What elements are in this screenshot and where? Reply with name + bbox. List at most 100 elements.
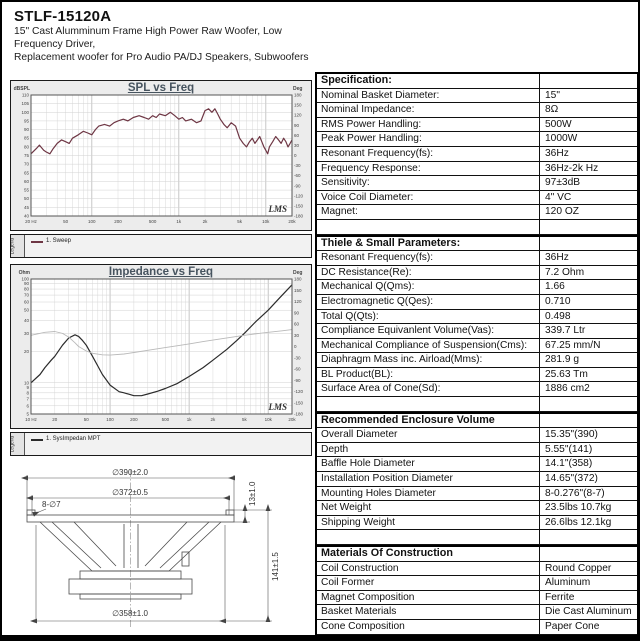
spec-label: Magnet Composition xyxy=(317,590,540,605)
svg-text:150: 150 xyxy=(294,288,302,293)
spl-legend-strip: Legend 1. Sweep xyxy=(10,234,312,258)
spec-label: Recommended Enclosure Volume xyxy=(317,413,540,428)
svg-text:90: 90 xyxy=(294,310,300,315)
spec-value: 1.66 xyxy=(545,281,565,293)
spec-row: Mechanical Compliance of Suspension(Cms)… xyxy=(317,338,637,354)
svg-text:Ohm: Ohm xyxy=(19,270,31,276)
spec-section-header-row: Materials Of Construction xyxy=(317,545,637,562)
dim-flange-height: 13±1.0 xyxy=(248,481,257,506)
svg-text:90: 90 xyxy=(24,127,30,132)
spec-row: Resonant Frequency(fs): 36Hz xyxy=(317,146,637,162)
spec-row: Net Weight 23.5lbs 10.7kg xyxy=(317,501,637,516)
spec-label: Voice Coil Diameter: xyxy=(317,190,540,205)
svg-text:90: 90 xyxy=(294,123,300,128)
spec-value: 1886 cm2 xyxy=(545,383,590,395)
spec-row: Coil Construction Round Copper xyxy=(317,561,637,577)
svg-text:30: 30 xyxy=(294,143,300,148)
spec-value: 26.6lbs 12.1kg xyxy=(545,516,612,528)
spec-row: Magnet Composition Ferrite xyxy=(317,590,637,606)
svg-text:100: 100 xyxy=(88,219,96,224)
svg-text:-60: -60 xyxy=(294,173,301,178)
spec-row: DC Resistance(Re): 7.2 Ohm xyxy=(317,265,637,281)
svg-text:80: 80 xyxy=(24,144,30,149)
svg-text:10 Hz: 10 Hz xyxy=(25,417,38,422)
svg-text:45: 45 xyxy=(24,205,30,210)
spec-label: Basket Materials xyxy=(317,605,540,619)
spec-row: Installation Position Diameter 14.65"(372… xyxy=(317,472,637,487)
svg-text:70: 70 xyxy=(24,162,30,167)
spec-label: Specification: xyxy=(317,74,540,88)
svg-text:20: 20 xyxy=(52,417,58,422)
spec-value: 8Ω xyxy=(545,104,559,116)
svg-text:1k: 1k xyxy=(176,219,182,224)
svg-text:8: 8 xyxy=(26,390,29,395)
svg-text:75: 75 xyxy=(24,153,30,158)
svg-text:9: 9 xyxy=(26,385,29,390)
spec-label: Shipping Weight xyxy=(317,515,540,530)
spec-row: Total Q(Qts): 0.498 xyxy=(317,309,637,325)
spec-value: 36Hz xyxy=(545,147,569,159)
spl-legend-tab-label: Legend xyxy=(11,237,16,255)
svg-text:0: 0 xyxy=(294,153,297,158)
spec-label: Cone Edge Composition xyxy=(317,634,540,635)
spec-value xyxy=(540,74,637,88)
spec-value: 7.2 Ohm xyxy=(545,266,585,278)
svg-text:90: 90 xyxy=(24,281,30,286)
spec-row: Frequency Response: 36Hz-2k Hz xyxy=(317,161,637,177)
spec-row: Nominal Basket Diameter: 15" xyxy=(317,88,637,104)
spec-row: Compliance Equivanlent Volume(Vas): 339.7… xyxy=(317,324,637,339)
svg-text:110: 110 xyxy=(22,93,30,98)
spec-row: Coil Former Aluminum xyxy=(317,576,637,591)
spec-value: 25.63 Tm xyxy=(545,368,588,380)
spl-legend-swatch xyxy=(31,241,43,243)
svg-text:0: 0 xyxy=(294,344,297,349)
spec-row: Surface Area of Cone(Sd): 1886 cm2 xyxy=(317,382,637,398)
spec-value: 5.55"(141) xyxy=(545,443,593,455)
spec-value: 36Hz xyxy=(545,252,569,264)
spec-value: 0.498 xyxy=(545,310,571,322)
spec-label: Materials Of Construction xyxy=(317,547,540,561)
svg-text:-150: -150 xyxy=(294,400,304,405)
spec-label: Nominal Basket Diameter: xyxy=(317,88,540,103)
description-line-1: 15" Cast Alumminum Frame High Power Raw … xyxy=(14,26,282,50)
spec-label: Overall Diameter xyxy=(317,428,540,442)
spec-row: Cone Edge CompositionCloth Edge xyxy=(317,634,637,635)
header: STLF-15120A 15" Cast Alumminum Frame Hig… xyxy=(14,8,314,64)
svg-text:-60: -60 xyxy=(294,367,301,372)
spec-label: DC Resistance(Re): xyxy=(317,265,540,280)
spec-row: Peak Power Handling: 1000W xyxy=(317,132,637,147)
svg-text:100: 100 xyxy=(21,277,29,282)
svg-text:dBSPL: dBSPL xyxy=(14,86,30,92)
spec-value: 500W xyxy=(545,118,572,130)
spec-label: Electromagnetic Q(Qes): xyxy=(317,294,540,309)
spec-value: 1000W xyxy=(545,133,578,145)
spl-legend-tab: Legend xyxy=(11,235,25,257)
impedance-chart-title: Impedance vs Freq xyxy=(108,266,214,278)
spl-legend-label: 1. Sweep xyxy=(46,238,72,244)
svg-text:6: 6 xyxy=(26,403,29,408)
spec-row: Electromagnetic Q(Qes): 0.710 xyxy=(317,294,637,310)
spec-label: Coil Former xyxy=(317,576,540,590)
spec-row: Basket Materials Die Cast Aluminum xyxy=(317,605,637,620)
impedance-chart: 1009080706050403020109876518015012090603… xyxy=(19,270,304,422)
svg-text:Deg: Deg xyxy=(293,86,302,92)
spec-label: Cone Composition xyxy=(317,619,540,634)
svg-text:150: 150 xyxy=(294,103,302,108)
spec-row: Diaphragm Mass inc. Airload(Mms): 281.9 g xyxy=(317,353,637,368)
spec-section-header-row: Specification: xyxy=(317,74,637,89)
svg-text:60: 60 xyxy=(294,133,300,138)
svg-text:20k: 20k xyxy=(288,417,296,422)
spec-row: Depth 5.55"(141) xyxy=(317,442,637,458)
spec-row: Baffle Hole Diameter 14.1"(358) xyxy=(317,457,637,473)
spec-value: 15" xyxy=(545,89,560,101)
spec-section-header-row: Thiele & Small Parameters: xyxy=(317,234,637,252)
spec-value: 281.9 g xyxy=(545,354,579,366)
spec-value xyxy=(540,530,637,544)
spec-value xyxy=(540,220,637,234)
impedance-legend-label: 1. SysImpedan MPT xyxy=(46,436,101,442)
svg-text:10k: 10k xyxy=(265,417,273,422)
svg-text:LMS: LMS xyxy=(267,402,287,412)
svg-text:70: 70 xyxy=(24,293,30,298)
svg-text:50: 50 xyxy=(63,219,69,224)
